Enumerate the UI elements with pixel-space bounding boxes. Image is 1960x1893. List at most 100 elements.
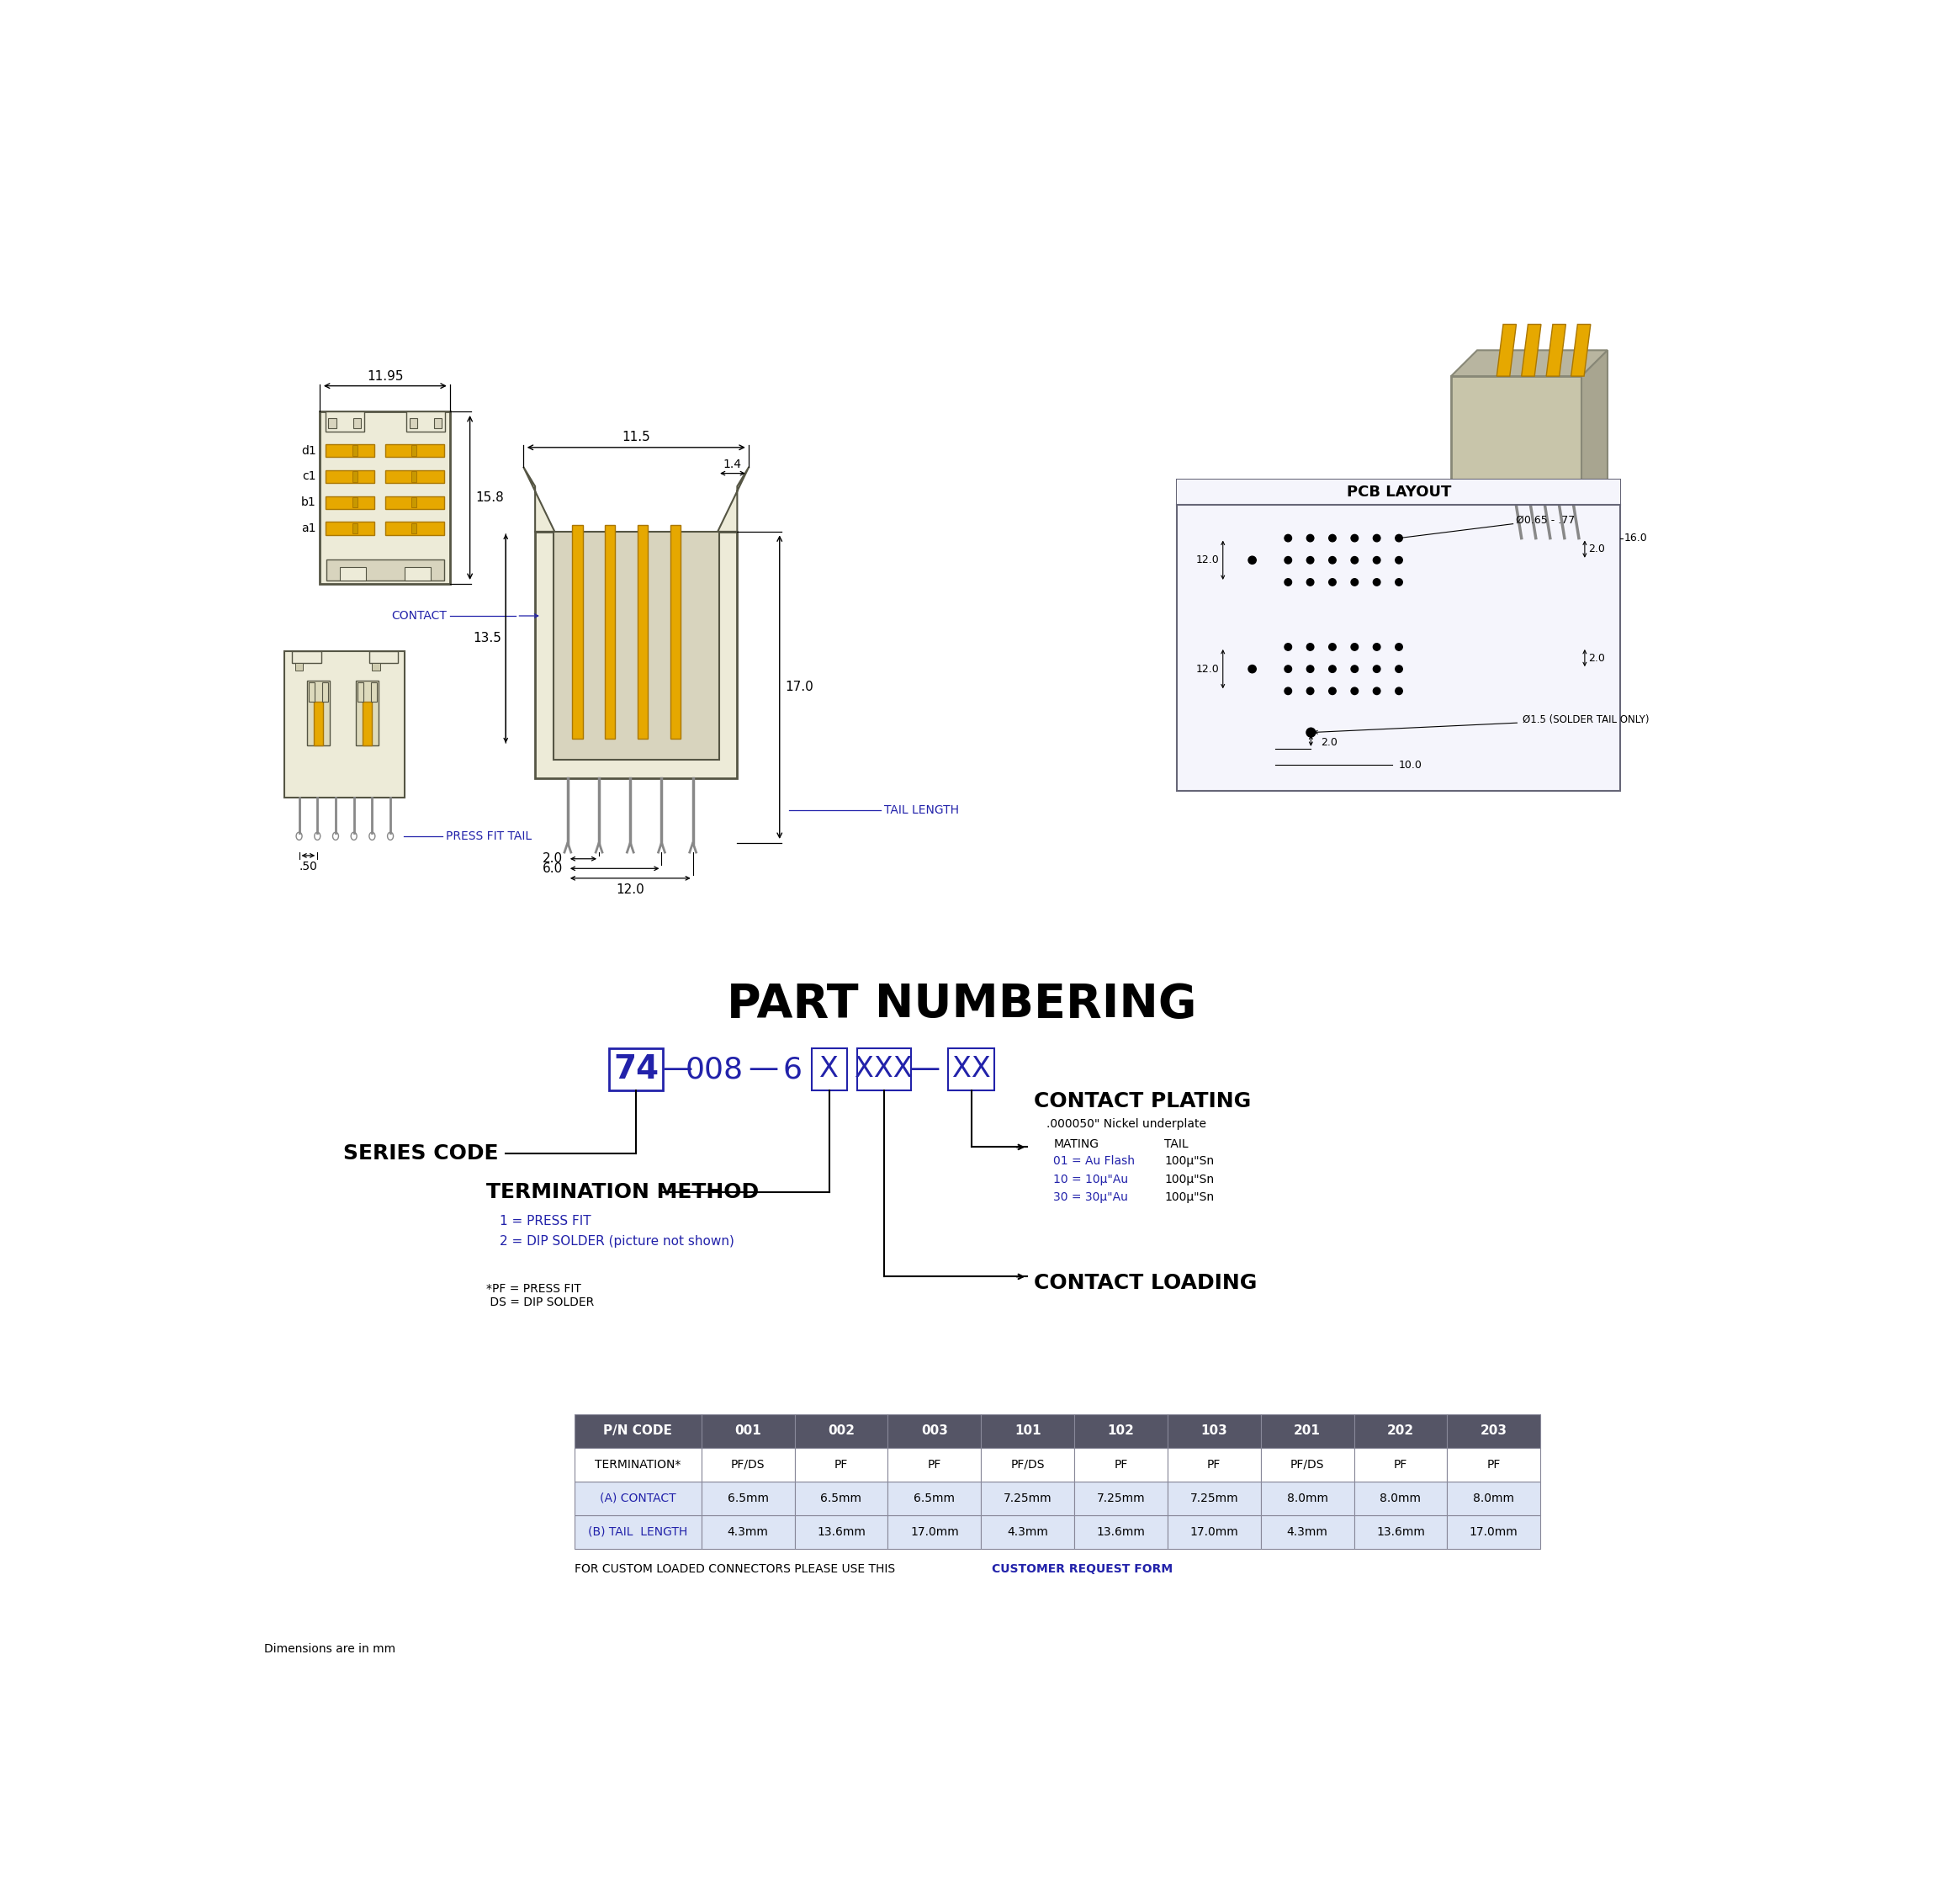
Circle shape bbox=[1329, 666, 1337, 672]
Bar bbox=[329, 418, 337, 428]
Text: d1: d1 bbox=[302, 445, 316, 456]
Circle shape bbox=[1307, 644, 1313, 651]
Text: 12.0: 12.0 bbox=[1196, 555, 1219, 566]
Bar bbox=[284, 651, 404, 797]
Text: PART NUMBERING: PART NUMBERING bbox=[727, 982, 1198, 1028]
Text: —: — bbox=[749, 1054, 778, 1083]
Circle shape bbox=[1329, 579, 1337, 585]
Bar bbox=[321, 681, 327, 702]
Text: 103: 103 bbox=[1201, 1425, 1227, 1437]
Bar bbox=[310, 681, 316, 702]
Bar bbox=[1260, 1448, 1354, 1482]
Text: 001: 001 bbox=[735, 1425, 760, 1437]
Text: 16.0: 16.0 bbox=[1623, 532, 1646, 543]
Text: PF/DS: PF/DS bbox=[1011, 1460, 1045, 1471]
Text: 101: 101 bbox=[1015, 1425, 1041, 1437]
Text: 15.8: 15.8 bbox=[474, 492, 504, 504]
Bar bbox=[353, 471, 359, 481]
Circle shape bbox=[1284, 557, 1292, 564]
Bar bbox=[1446, 1482, 1541, 1514]
Circle shape bbox=[1396, 666, 1403, 672]
Text: TAIL: TAIL bbox=[1164, 1138, 1188, 1149]
Bar bbox=[386, 445, 443, 456]
Text: 2.0: 2.0 bbox=[1321, 736, 1337, 748]
Bar bbox=[325, 469, 374, 483]
Circle shape bbox=[1374, 666, 1380, 672]
Circle shape bbox=[1396, 534, 1403, 541]
Bar bbox=[1260, 1414, 1354, 1448]
Text: MATING: MATING bbox=[1053, 1138, 1100, 1149]
Text: .50: .50 bbox=[300, 861, 318, 873]
Text: 6.5mm: 6.5mm bbox=[821, 1492, 862, 1505]
Bar bbox=[1074, 1514, 1168, 1548]
Text: FOR CUSTOM LOADED CONNECTORS PLEASE USE THIS: FOR CUSTOM LOADED CONNECTORS PLEASE USE … bbox=[574, 1564, 896, 1575]
Bar bbox=[353, 522, 359, 534]
Text: P/N CODE: P/N CODE bbox=[604, 1425, 672, 1437]
Bar bbox=[1074, 1482, 1168, 1514]
Polygon shape bbox=[1497, 324, 1517, 377]
Ellipse shape bbox=[388, 833, 394, 840]
Text: b1: b1 bbox=[302, 496, 316, 509]
Bar bbox=[327, 560, 443, 581]
Text: PCB LAYOUT: PCB LAYOUT bbox=[1347, 485, 1450, 500]
Bar bbox=[670, 524, 680, 738]
Text: 12.0: 12.0 bbox=[1196, 664, 1219, 674]
Text: a1: a1 bbox=[302, 522, 316, 534]
Text: 6.5mm: 6.5mm bbox=[913, 1492, 955, 1505]
Circle shape bbox=[1329, 644, 1337, 651]
Circle shape bbox=[1249, 557, 1256, 564]
Bar bbox=[574, 1448, 702, 1482]
Bar bbox=[314, 702, 323, 746]
Text: PRESS FIT TAIL: PRESS FIT TAIL bbox=[445, 831, 531, 842]
Polygon shape bbox=[1546, 324, 1566, 377]
Circle shape bbox=[1350, 666, 1358, 672]
Bar bbox=[1354, 1414, 1446, 1448]
Text: 002: 002 bbox=[827, 1425, 855, 1437]
Bar bbox=[1178, 479, 1621, 504]
Text: 203: 203 bbox=[1480, 1425, 1507, 1437]
Bar bbox=[412, 498, 416, 507]
Text: 4.3mm: 4.3mm bbox=[727, 1526, 768, 1537]
Circle shape bbox=[1350, 557, 1358, 564]
Bar bbox=[888, 1514, 982, 1548]
Polygon shape bbox=[717, 468, 749, 532]
Text: PF: PF bbox=[835, 1460, 849, 1471]
Bar bbox=[794, 1448, 888, 1482]
Text: 2.0: 2.0 bbox=[1590, 543, 1605, 555]
Text: 17.0mm: 17.0mm bbox=[1190, 1526, 1239, 1537]
Bar bbox=[702, 1482, 794, 1514]
Text: 6: 6 bbox=[782, 1054, 802, 1083]
Polygon shape bbox=[1582, 350, 1607, 505]
Text: TERMINATION*: TERMINATION* bbox=[594, 1460, 680, 1471]
Text: 17.0mm: 17.0mm bbox=[1470, 1526, 1519, 1537]
Text: 003: 003 bbox=[921, 1425, 949, 1437]
Circle shape bbox=[1307, 687, 1313, 695]
Bar bbox=[572, 524, 582, 738]
Circle shape bbox=[1329, 557, 1337, 564]
Ellipse shape bbox=[333, 833, 339, 840]
Text: 100μ"Sn: 100μ"Sn bbox=[1164, 1155, 1213, 1168]
Bar bbox=[406, 413, 445, 432]
Circle shape bbox=[1350, 534, 1358, 541]
Text: 008: 008 bbox=[686, 1054, 743, 1083]
Text: 1.4: 1.4 bbox=[723, 458, 741, 469]
Bar bbox=[325, 413, 365, 432]
Bar bbox=[1446, 1448, 1541, 1482]
Circle shape bbox=[1374, 557, 1380, 564]
Text: (B) TAIL  LENGTH: (B) TAIL LENGTH bbox=[588, 1526, 688, 1537]
Circle shape bbox=[1307, 579, 1313, 585]
Circle shape bbox=[1396, 644, 1403, 651]
Text: 4.3mm: 4.3mm bbox=[1007, 1526, 1049, 1537]
Circle shape bbox=[1307, 534, 1313, 541]
FancyBboxPatch shape bbox=[857, 1049, 911, 1090]
Bar bbox=[574, 1414, 702, 1448]
Text: X: X bbox=[819, 1056, 839, 1083]
Circle shape bbox=[1374, 687, 1380, 695]
Bar bbox=[412, 471, 416, 481]
Text: 8.0mm: 8.0mm bbox=[1474, 1492, 1515, 1505]
Text: —: — bbox=[662, 1054, 692, 1083]
Circle shape bbox=[1329, 687, 1337, 695]
Text: XXX: XXX bbox=[855, 1056, 913, 1083]
Bar bbox=[702, 1448, 794, 1482]
Text: 74: 74 bbox=[613, 1053, 659, 1085]
